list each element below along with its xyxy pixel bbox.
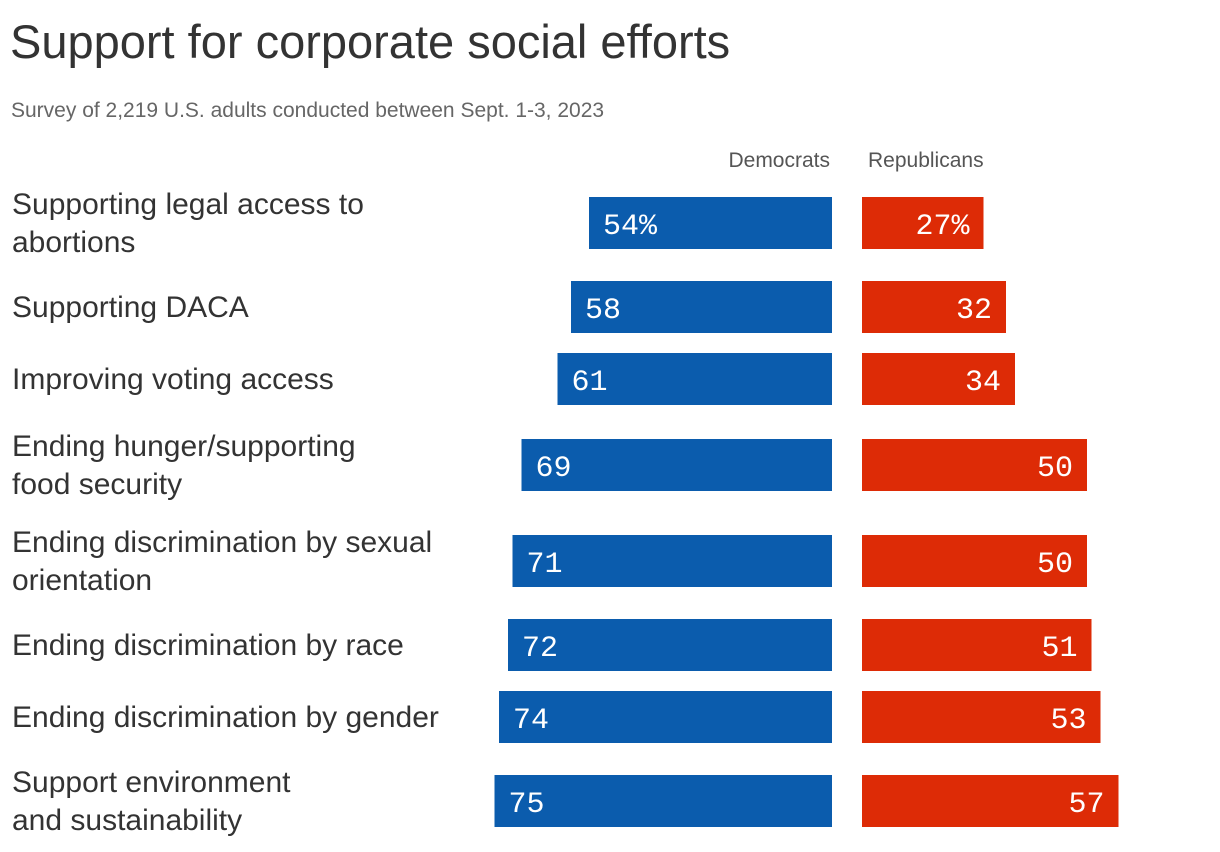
republicans-value-label: 51 — [1041, 632, 1077, 666]
democrats-bar — [589, 197, 832, 249]
democrats-bar — [499, 691, 832, 743]
democrats-value-label: 75 — [509, 788, 545, 822]
republicans-bar — [862, 281, 1006, 333]
row-label: Ending discrimination by race — [12, 629, 404, 662]
democrats-bar — [557, 353, 832, 405]
republicans-bar — [862, 353, 1015, 405]
democrats-bar — [512, 535, 832, 587]
row-label: Ending discrimination by sexual orientati… — [12, 526, 432, 597]
republicans-value-label: 50 — [1037, 452, 1073, 486]
row-label: Support environment and sustainability — [12, 766, 291, 837]
republicans-value-label: 50 — [1037, 548, 1073, 582]
row-label: Improving voting access — [12, 363, 334, 396]
row-label: Supporting legal access to abortions — [12, 188, 364, 259]
republicans-value-label: 57 — [1068, 788, 1104, 822]
chart-title: Support for corporate social efforts — [10, 15, 731, 68]
republicans-bar — [862, 197, 984, 249]
democrats-value-label: 61 — [572, 366, 608, 400]
democrats-value-label: 72 — [522, 632, 558, 666]
republicans-bar — [862, 535, 1087, 587]
democrats-value-label: 71 — [527, 548, 563, 582]
republicans-bar — [862, 619, 1092, 671]
republicans-value-label: 32 — [956, 294, 992, 328]
republicans-bar — [862, 775, 1119, 827]
democrats-bar — [508, 619, 832, 671]
row-label: Ending hunger/supporting food security — [12, 430, 356, 501]
democrats-bar — [494, 775, 832, 827]
row-label: Supporting DACA — [12, 291, 249, 324]
democrats-column-header: Democrats — [728, 149, 830, 172]
republicans-bar — [862, 691, 1101, 743]
democrats-value-label: 69 — [536, 452, 572, 486]
democrats-bar — [571, 281, 832, 333]
democrats-value-label: 74 — [513, 704, 549, 738]
republicans-value-label: 27% — [915, 210, 970, 244]
republicans-value-label: 34 — [965, 366, 1001, 400]
chart-subtitle: Survey of 2,219 U.S. adults conducted be… — [11, 99, 605, 122]
democrats-bar — [521, 439, 832, 491]
republicans-value-label: 53 — [1050, 704, 1086, 738]
democrats-value-label: 54% — [603, 210, 658, 244]
republicans-bar — [862, 439, 1087, 491]
row-label: Ending discrimination by gender — [12, 701, 439, 734]
democrats-value-label: 58 — [585, 294, 621, 328]
republicans-column-header: Republicans — [868, 149, 984, 172]
